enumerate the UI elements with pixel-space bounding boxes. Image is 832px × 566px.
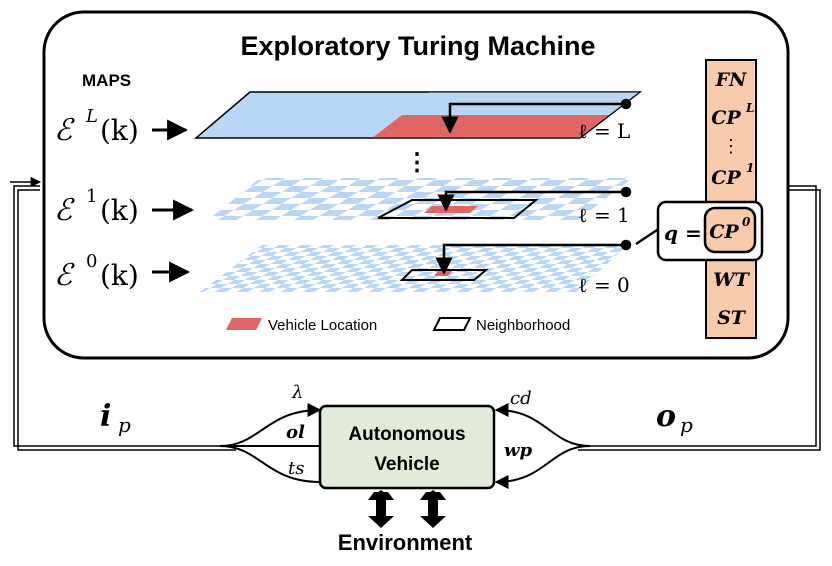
levels-ellipsis: ⋮ xyxy=(405,147,429,176)
map-level-L xyxy=(193,91,643,139)
input-ip: i xyxy=(100,399,111,434)
map-level-0 xyxy=(200,245,628,292)
level-pointers xyxy=(435,98,661,275)
maps-label: MAPS xyxy=(82,71,131,90)
diagram-title: Exploratory Turing Machine xyxy=(240,31,595,61)
register-cpL: CP xyxy=(711,107,741,129)
register-st: ST xyxy=(717,307,747,329)
svg-text:1: 1 xyxy=(86,186,97,207)
svg-text:L: L xyxy=(85,106,98,127)
svg-text:p: p xyxy=(680,413,693,437)
environment-label: Environment xyxy=(338,530,473,555)
output-wp: wp xyxy=(504,440,532,461)
output-op: o xyxy=(656,399,676,434)
register-dots: ⋮ xyxy=(722,136,740,157)
input-lambda: λ xyxy=(291,382,303,403)
level-label-0: ℰ 0 (k) ℓ = 0 xyxy=(54,251,630,297)
svg-text:ℰ: ℰ xyxy=(54,193,75,228)
vehicle-line1: Autonomous xyxy=(348,424,465,445)
svg-text:p: p xyxy=(118,413,131,437)
input-ol: ol xyxy=(286,422,305,443)
svg-text:ℰ: ℰ xyxy=(54,258,75,293)
legend-neighborhood-swatch xyxy=(432,317,472,331)
svg-text:(k): (k) xyxy=(100,259,139,292)
output-cd: cd xyxy=(510,388,532,409)
output-side: cd wp o p xyxy=(494,388,693,489)
svg-text:0: 0 xyxy=(742,215,751,229)
ell-label-0: ℓ = 0 xyxy=(578,273,630,297)
register-fn: FN xyxy=(715,69,747,91)
neighborhood-1 xyxy=(377,199,539,219)
legend-neighborhood: Neighborhood xyxy=(476,317,570,334)
ell-label-1: ℓ = 1 xyxy=(578,203,630,227)
level-label-L: ℰ L (k) ℓ = L xyxy=(54,106,630,148)
legend: Vehicle Location Neighborhood xyxy=(226,317,570,334)
input-side: i p λ ol ts xyxy=(100,382,322,483)
svg-text:CP: CP xyxy=(709,221,739,243)
vehicle-line2: Vehicle xyxy=(374,454,440,475)
autonomous-vehicle: Autonomous Vehicle xyxy=(318,404,496,490)
environment-arrows xyxy=(368,490,446,528)
vehicle-location-1 xyxy=(424,206,478,213)
q-pointer-box: q = CP 0 xyxy=(656,200,764,262)
register-wt: WT xyxy=(713,269,750,291)
level-label-1: ℰ 1 (k) ℓ = 1 xyxy=(54,186,630,228)
input-ts: ts xyxy=(288,458,304,479)
svg-text:1: 1 xyxy=(746,161,754,175)
feedback-lines xyxy=(10,176,821,451)
register-cp0 xyxy=(703,206,757,254)
register-column: FN CP L ⋮ CP 1 WT ST xyxy=(705,59,757,339)
q-label: q = xyxy=(664,221,702,245)
svg-text:(k): (k) xyxy=(100,194,139,227)
svg-text:L: L xyxy=(745,101,754,115)
svg-text:0: 0 xyxy=(86,251,97,272)
neighborhood-0 xyxy=(399,269,489,281)
ell-label-L: ℓ = L xyxy=(578,119,630,143)
svg-text:(k): (k) xyxy=(100,114,139,147)
vehicle-location-L xyxy=(372,115,610,138)
svg-text:ℰ: ℰ xyxy=(54,113,75,148)
register-cp1: CP xyxy=(711,167,741,189)
legend-vehicle-location: Vehicle Location xyxy=(268,317,377,334)
legend-vehicle-swatch xyxy=(226,318,262,330)
map-level-1 xyxy=(208,178,632,220)
